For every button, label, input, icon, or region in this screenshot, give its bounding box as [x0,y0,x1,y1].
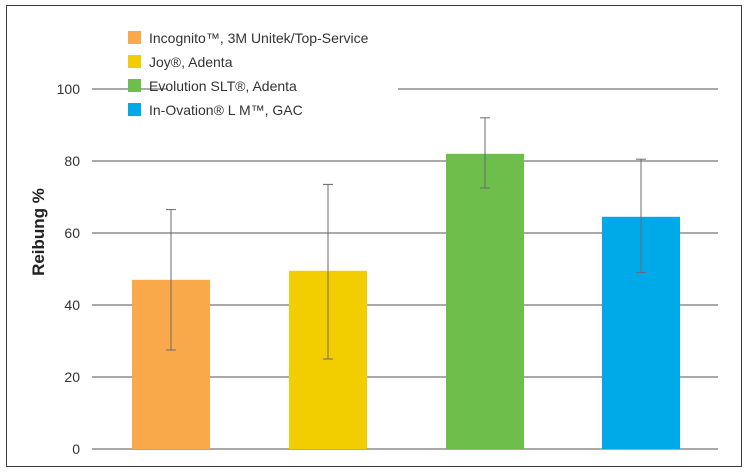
y-axis-ticks: 0 20 40 60 80 100 [57,81,81,457]
bar-3 [446,153,524,450]
y-tick-label: 100 [57,81,81,97]
legend-swatch-3 [128,79,141,92]
legend-swatch-4 [128,103,141,116]
legend-label-1: Incognito™, 3M Unitek/Top-Service [149,30,369,46]
y-tick-label: 80 [64,153,80,169]
y-tick-label: 40 [64,297,80,313]
legend-label-2: Joy®, Adenta [149,54,233,70]
legend-swatch-2 [128,55,141,68]
error-bars [166,117,646,360]
legend-label-3: Evolution SLT®, Adenta [149,78,297,94]
y-axis-label: Reibung % [29,188,48,276]
legend-label-4: In-Ovation® L M™, GAC [149,102,303,118]
legend: Incognito™, 3M Unitek/Top-Service Joy®, A… [128,30,369,118]
y-tick-label: 20 [64,369,80,385]
legend-swatch-1 [128,31,141,44]
y-tick-label: 60 [64,225,80,241]
bars [132,153,680,450]
y-tick-label: 0 [72,441,80,457]
